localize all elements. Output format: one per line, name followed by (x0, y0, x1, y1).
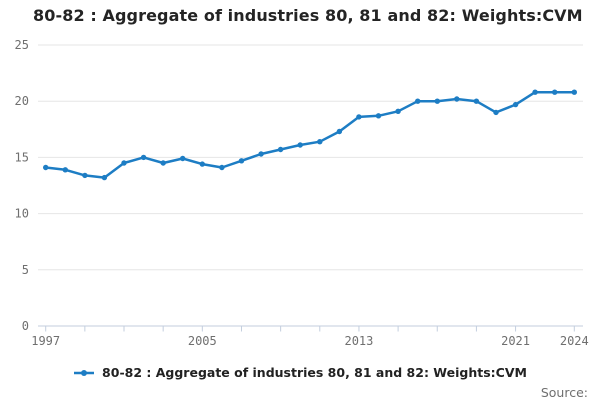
data-point-2001[interactable] (121, 160, 127, 166)
data-point-2017[interactable] (434, 98, 440, 104)
data-point-2005[interactable] (199, 161, 205, 167)
data-point-2007[interactable] (238, 158, 245, 164)
data-point-2000[interactable] (101, 174, 108, 181)
x-axis-label-2021: 2021 (501, 334, 530, 348)
x-axis-label-2013: 2013 (344, 334, 373, 348)
y-axis-label-0: 0 (22, 319, 29, 333)
x-axis-label-1997: 1997 (31, 334, 60, 348)
data-point-2016[interactable] (415, 98, 421, 104)
data-point-2002[interactable] (140, 154, 147, 161)
data-point-2024[interactable] (571, 89, 577, 95)
data-point-2013[interactable] (356, 114, 362, 120)
data-point-2008[interactable] (258, 151, 264, 157)
data-point-2018[interactable] (454, 96, 460, 102)
y-axis-label-25: 25 (15, 38, 29, 52)
data-point-1997[interactable] (43, 164, 49, 171)
x-axis-label-2024: 2024 (560, 334, 589, 348)
data-point-2012[interactable] (336, 128, 343, 135)
y-axis-label-5: 5 (22, 263, 29, 277)
source-label: Source: (540, 385, 588, 400)
data-point-2014[interactable] (375, 113, 382, 119)
data-point-2003[interactable] (160, 160, 166, 166)
data-point-2006[interactable] (219, 164, 225, 171)
data-point-2010[interactable] (297, 142, 303, 148)
data-point-2022[interactable] (532, 89, 538, 95)
data-point-2009[interactable] (277, 146, 284, 153)
legend-line-marker-icon (74, 369, 95, 376)
data-point-2023[interactable] (552, 89, 558, 95)
y-axis-label-20: 20 (15, 94, 29, 108)
data-point-2011[interactable] (317, 139, 323, 145)
x-axis-label-2005: 2005 (188, 334, 217, 348)
data-point-2019[interactable] (473, 98, 480, 104)
legend-label: 80-82 : Aggregate of industries 80, 81 a… (102, 365, 527, 380)
legend[interactable]: 80-82 : Aggregate of industries 80, 81 a… (0, 365, 600, 380)
data-point-2021[interactable] (512, 101, 519, 108)
data-point-1998[interactable] (62, 167, 68, 173)
chart-title: 80-82 : Aggregate of industries 80, 81 a… (33, 6, 583, 25)
y-axis-label-15: 15 (15, 150, 29, 164)
data-point-2015[interactable] (395, 108, 401, 115)
data-point-2004[interactable] (180, 155, 186, 162)
y-axis-label-10: 10 (15, 207, 29, 221)
data-point-1999[interactable] (82, 172, 88, 179)
series-line (44, 90, 576, 179)
data-point-2020[interactable] (493, 109, 499, 116)
